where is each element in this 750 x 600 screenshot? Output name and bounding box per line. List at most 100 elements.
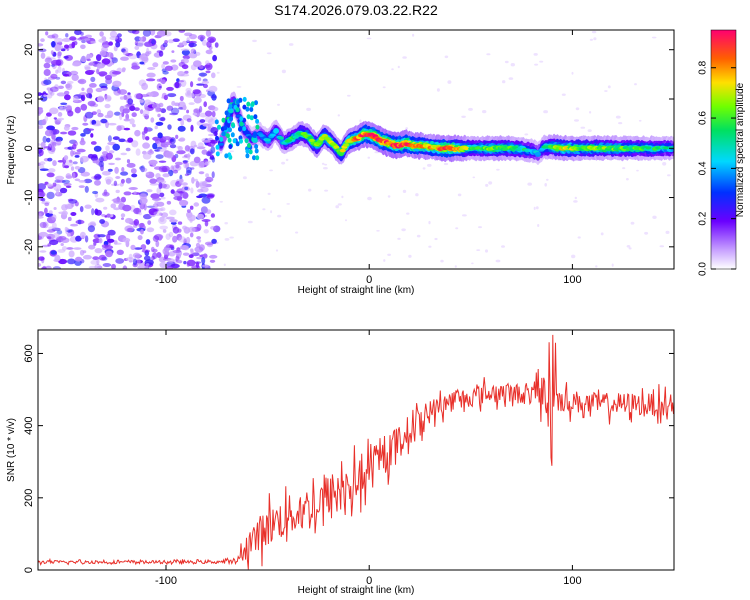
noise-blob [49,107,59,115]
noise-blob [544,183,547,187]
noise-blob [99,87,108,91]
noise-blob [636,169,639,172]
noise-blob [125,147,131,152]
ridge-mark [245,148,250,154]
noise-blob [86,58,91,62]
noise-blob [539,60,544,63]
noise-blob [126,162,136,168]
noise-blob [229,236,234,239]
spectrogram-ylabel: Frequency (Hz) [6,116,17,185]
noise-blob [587,129,592,133]
noise-blob [169,244,175,249]
noise-blob [277,214,282,218]
noise-blob [101,171,111,176]
noise-blob [38,92,43,96]
ridge-mark [235,107,240,113]
noise-blob [48,210,53,215]
noise-blob [143,213,152,220]
noise-blob [107,229,116,236]
noise-blob [63,155,69,161]
noise-blob [72,150,76,155]
noise-blob [210,226,217,230]
ridge-mark [249,115,254,121]
noise-blob [88,265,99,269]
noise-blob [607,85,611,89]
noise-blob [77,219,82,225]
noise-blob [285,158,289,162]
noise-blob [115,41,121,48]
noise-blob [444,55,449,59]
noise-blob [165,265,174,269]
noise-blob [73,95,79,102]
noise-blob [125,257,135,262]
noise-blob [196,223,202,231]
noise-blob [236,86,242,88]
noise-blob [85,34,92,38]
noise-blob [129,118,135,125]
noise-blob [197,34,206,41]
noise-blob [178,178,183,184]
noise-blob [122,204,132,212]
noise-blob [145,239,151,245]
noise-blob [177,260,183,264]
noise-blob [65,33,69,38]
noise-blob [108,41,113,46]
noise-blob [90,133,94,138]
noise-blob [159,261,167,268]
noise-blob [188,42,197,48]
noise-blob [87,69,96,73]
noise-blob [106,52,113,58]
noise-blob [106,233,111,241]
noise-blob [177,228,182,233]
noise-blob [143,41,154,47]
noise-blob [210,213,215,218]
noise-blob [53,117,57,120]
noise-blob [98,254,107,261]
noise-blob [405,127,409,130]
noise-blob [158,165,168,173]
noise-blob [159,216,165,222]
noise-blob [667,174,671,177]
noise-blob [561,93,566,96]
noise-blob [56,179,66,183]
noise-blob [94,179,101,186]
noise-blob [179,137,186,142]
noise-blob [146,189,153,193]
ridge-mark [255,155,260,161]
noise-blob [308,188,312,192]
snr-ylabel: SNR (10 * v/v) [6,418,17,482]
noise-blob [651,36,657,39]
noise-blob [182,245,190,251]
colorbar-tick-label: 0.6 [698,111,709,125]
noise-blob [44,57,53,64]
noise-blob [47,157,53,162]
noise-blob [187,152,191,161]
noise-blob [211,106,219,112]
noise-blob [149,178,157,184]
noise-blob [397,237,401,240]
noise-blob [98,160,105,168]
noise-blob [182,55,191,60]
ridge-mark [232,138,237,144]
noise-blob [211,238,217,244]
noise-blob [188,102,195,105]
noise-blob [147,220,152,226]
noise-blob [54,254,61,262]
noise-blob [172,235,178,243]
noise-blob [488,181,493,185]
noise-blob [172,38,180,42]
noise-blob [47,147,52,151]
noise-blob [156,78,161,82]
noise-blob [145,51,150,57]
noise-blob [151,255,155,261]
noise-blob [195,51,201,56]
noise-blob [107,141,116,146]
noise-blob [51,59,60,66]
noise-blob [115,258,125,264]
noise-blob [116,125,122,132]
ridge-mark [227,137,232,143]
noise-blob [49,239,59,246]
ridge-mark [235,141,240,147]
noise-blob [128,187,138,190]
noise-blob [186,118,192,123]
